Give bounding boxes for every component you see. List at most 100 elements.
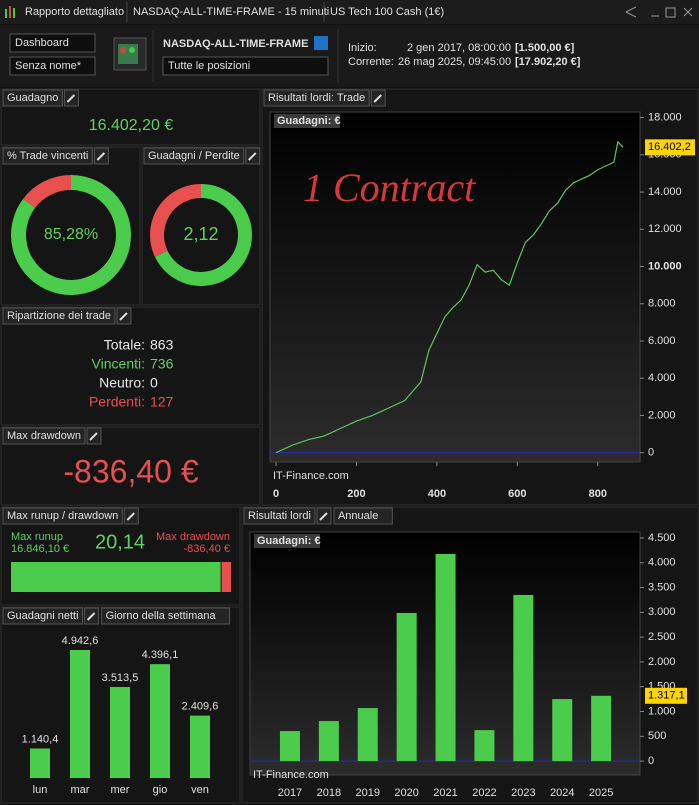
- donut-label: 2,12: [183, 224, 218, 244]
- bar: [357, 708, 378, 762]
- x-tick-label: ven: [191, 784, 209, 796]
- panel-title: Guadagni / Perdite: [148, 150, 240, 162]
- wrench[interactable]: [66, 94, 76, 103]
- row-label: Perdenti:: [89, 394, 145, 410]
- y-tick-label: 4.500: [648, 532, 676, 544]
- panel-header: [2, 427, 86, 445]
- info-value: [1.500,00 €]: [515, 42, 575, 54]
- y-tick-label: 12.000: [648, 223, 682, 235]
- equity-line: [275, 140, 624, 454]
- y-tick-label: 10.000: [648, 260, 682, 272]
- panel-title: Max runup / drawdown: [7, 510, 118, 522]
- donut-label: 85,28%: [44, 226, 98, 243]
- bar: [396, 612, 417, 762]
- bar: [150, 664, 170, 778]
- select[interactable]: [9, 56, 96, 76]
- wrench[interactable]: [126, 512, 135, 521]
- x-tick-label: 2021: [433, 787, 457, 799]
- panel-title: Guadagno: [7, 92, 58, 104]
- watermark: IT-Finance.com: [273, 470, 349, 482]
- y-tick-label: 8.000: [648, 298, 676, 310]
- y-tick-label: 3.000: [648, 606, 676, 618]
- panel-header: [2, 89, 63, 107]
- drawdown-value: -836,40 €: [63, 453, 198, 489]
- wrench[interactable]: [373, 94, 382, 103]
- info-date: 2 gen 2017, 08:00:00: [407, 42, 511, 54]
- wrench[interactable]: [96, 152, 106, 161]
- wrench[interactable]: [119, 312, 128, 321]
- app-icon: [5, 6, 15, 18]
- info-label: Inizio:: [348, 42, 377, 54]
- panel-header: [2, 507, 123, 525]
- bar: [591, 695, 612, 762]
- select[interactable]: [101, 607, 231, 625]
- window-controls[interactable]: [625, 6, 693, 18]
- bar: [513, 594, 534, 762]
- donut-loss: [149, 184, 201, 257]
- bar-label: 3.513,5: [102, 672, 139, 684]
- wrench[interactable]: [89, 432, 98, 441]
- panel-title: Max drawdown: [7, 430, 81, 442]
- x-tick-label: 2018: [317, 787, 341, 799]
- wrench[interactable]: [319, 512, 328, 521]
- wrench[interactable]: [86, 612, 96, 621]
- x-tick-label: lun: [33, 784, 48, 796]
- panel-header: [243, 507, 316, 525]
- drawdown-bar: [221, 562, 231, 592]
- tab[interactable]: NASDAQ-ALL-TIME-FRAME - 15 minuti: [133, 6, 329, 18]
- y-tick-label: 3.500: [648, 581, 676, 593]
- x-tick-label: 2025: [589, 787, 613, 799]
- row-label: Vincenti:: [92, 356, 145, 372]
- select-label[interactable]: Dashboard: [15, 37, 69, 49]
- runup-bar: [11, 562, 221, 592]
- last-value-label: 1.317,1: [648, 690, 685, 702]
- window-title: Rapporto dettagliato: [25, 6, 124, 18]
- x-tick-label: 2017: [278, 787, 302, 799]
- x-tick-label: mar: [71, 784, 90, 796]
- bar: [190, 715, 210, 778]
- row-value: 0: [150, 375, 158, 391]
- y-tick-label: 500: [648, 730, 666, 742]
- select-label[interactable]: Annuale: [338, 510, 378, 522]
- select[interactable]: [9, 33, 96, 53]
- x-tick-label: 0: [273, 488, 279, 500]
- bar-label: 1.140,4: [22, 733, 59, 745]
- donut-loss: [23, 175, 71, 208]
- y-axis-label: Guadagni: €: [277, 115, 341, 127]
- bar: [318, 721, 339, 762]
- select-label[interactable]: Senza nome*: [15, 60, 82, 72]
- wrench[interactable]: [248, 152, 257, 161]
- bar: [110, 687, 130, 778]
- row-label: Totale:: [104, 337, 145, 353]
- x-tick-label: 800: [589, 488, 607, 500]
- info-label: Corrente:: [348, 56, 394, 68]
- system-icon[interactable]: [113, 37, 147, 71]
- x-tick-label: gio: [153, 784, 168, 796]
- bar: [30, 748, 50, 778]
- bar: [552, 699, 573, 762]
- drawdown-value: -836,40 €: [184, 543, 230, 555]
- panel-header: [2, 147, 93, 165]
- select-label[interactable]: Tutte le posizioni: [168, 60, 250, 72]
- last-value-box: [645, 687, 687, 704]
- y-tick-label: 2.000: [648, 656, 676, 668]
- panel-header: [263, 89, 370, 107]
- watermark: IT-Finance.com: [253, 769, 329, 781]
- select-label[interactable]: Giorno della settimana: [106, 610, 217, 622]
- x-tick-label: mer: [111, 784, 130, 796]
- select[interactable]: [333, 507, 393, 525]
- title-bar: [0, 0, 699, 24]
- y-tick-label: 4.000: [648, 557, 676, 569]
- tab[interactable]: US Tech 100 Cash (1€): [330, 6, 444, 18]
- edit-icon[interactable]: [314, 36, 328, 50]
- axis-label-box: [274, 114, 340, 128]
- y-tick-label: 14.000: [648, 186, 682, 198]
- info-date: 26 mag 2025, 09:45:00: [398, 56, 511, 68]
- x-tick-label: 2023: [511, 787, 535, 799]
- runup-label: Max runup: [11, 531, 63, 543]
- select[interactable]: [162, 56, 329, 76]
- y-tick-label: 0: [648, 755, 654, 767]
- y-tick-label: 0: [648, 447, 654, 459]
- x-tick-label: 400: [428, 488, 446, 500]
